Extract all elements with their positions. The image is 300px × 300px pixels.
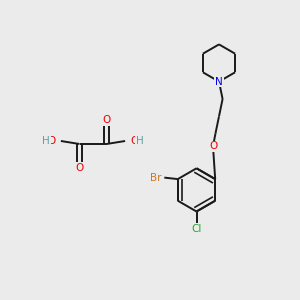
Text: O: O bbox=[209, 141, 217, 152]
Text: N: N bbox=[215, 76, 223, 87]
Text: O: O bbox=[47, 136, 56, 146]
Text: Br: Br bbox=[150, 172, 162, 183]
Text: Cl: Cl bbox=[191, 224, 202, 234]
Text: O: O bbox=[130, 136, 139, 146]
Text: H: H bbox=[136, 136, 144, 146]
Text: O: O bbox=[102, 115, 111, 125]
Text: H: H bbox=[42, 136, 50, 146]
Text: O: O bbox=[75, 163, 84, 173]
